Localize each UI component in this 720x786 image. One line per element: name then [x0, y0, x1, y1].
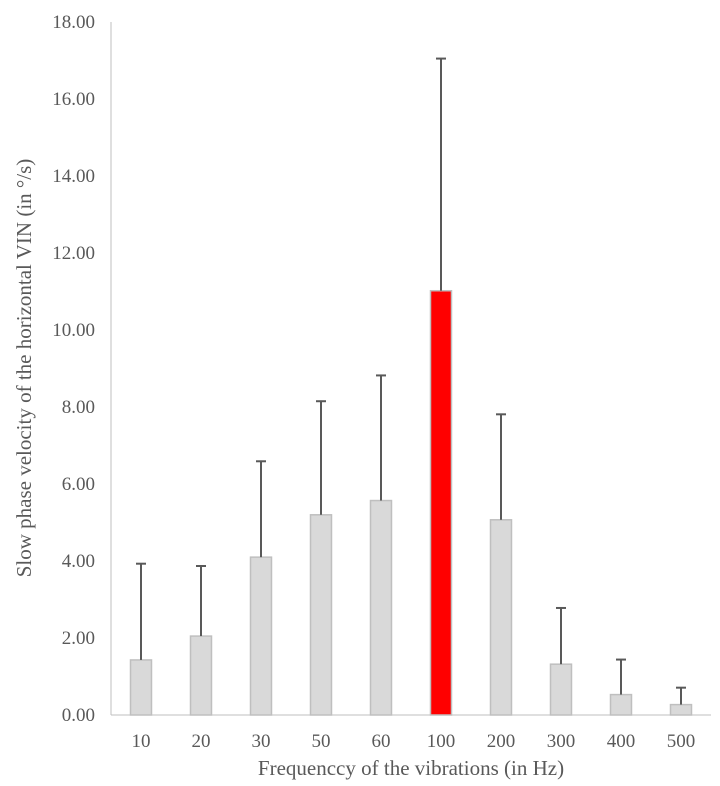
y-tick-label: 2.00 [62, 628, 95, 649]
x-tick-label: 400 [607, 731, 636, 752]
x-tick-label: 30 [252, 731, 271, 752]
bar [609, 693, 633, 716]
x-tick-label: 500 [667, 731, 696, 752]
bar [369, 499, 393, 716]
x-tick-label: 50 [312, 731, 331, 752]
x-axis-title: Frequenccy of the vibrations (in Hz) [258, 756, 564, 780]
bar [429, 289, 453, 716]
bar [249, 556, 273, 716]
y-tick-label: 12.00 [52, 243, 95, 264]
x-tick-label: 100 [427, 731, 456, 752]
bar [129, 659, 153, 716]
y-tick-label: 16.00 [52, 89, 95, 110]
bar [549, 663, 573, 716]
y-tick-label: 6.00 [62, 474, 95, 495]
y-axis-title: Slow phase velocity of the horizontal VI… [12, 159, 36, 578]
x-tick-label: 300 [547, 731, 576, 752]
y-tick-label: 18.00 [52, 12, 95, 33]
y-tick-label: 4.00 [62, 551, 95, 572]
x-tick-label: 20 [192, 731, 211, 752]
y-tick-label: 10.00 [52, 320, 95, 341]
x-tick-label: 200 [487, 731, 516, 752]
x-tick-labels: 10 20 30 50 60 100 200 300 400 500 [132, 731, 696, 752]
y-tick-labels: 0.00 2.00 4.00 6.00 8.00 10.00 12.00 14.00 16.00… [52, 12, 95, 726]
bar [669, 703, 693, 716]
bar [189, 635, 213, 716]
x-tick-label: 60 [372, 731, 391, 752]
y-tick-label: 0.00 [62, 705, 95, 726]
bar [309, 514, 333, 716]
bars [129, 289, 693, 716]
y-tick-label: 14.00 [52, 166, 95, 187]
y-tick-label: 8.00 [62, 397, 95, 418]
error-bars [136, 57, 686, 705]
bar [489, 519, 513, 716]
x-tick-label: 10 [132, 731, 151, 752]
